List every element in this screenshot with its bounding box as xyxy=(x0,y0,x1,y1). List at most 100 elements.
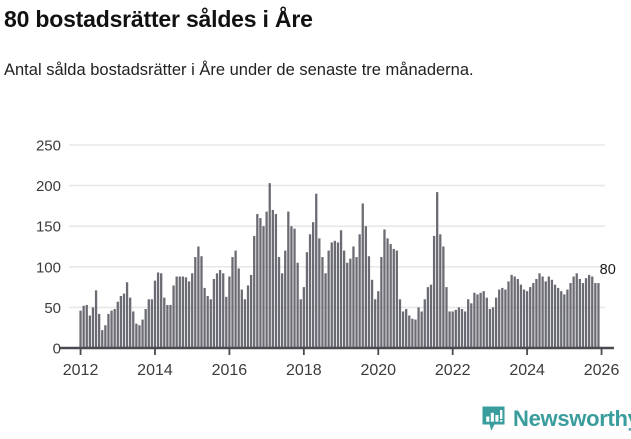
bar xyxy=(581,283,585,348)
highlight-value-label: 80 xyxy=(600,262,616,278)
bar xyxy=(550,279,554,348)
bar xyxy=(302,287,305,348)
x-axis-tick-label: 2026 xyxy=(584,362,620,379)
bar xyxy=(116,301,119,348)
bar xyxy=(253,235,256,348)
bar xyxy=(191,273,194,348)
bar xyxy=(572,276,575,348)
bar xyxy=(547,276,550,348)
bar xyxy=(349,258,352,348)
bar xyxy=(132,311,135,348)
bar xyxy=(119,296,123,348)
bar xyxy=(423,299,426,348)
bar xyxy=(259,218,262,348)
bar xyxy=(566,289,569,348)
bar xyxy=(507,281,510,348)
bar xyxy=(426,287,430,348)
bar xyxy=(206,296,209,348)
bar xyxy=(529,287,532,348)
bar xyxy=(311,222,315,348)
bar xyxy=(228,276,231,348)
page-title: 80 bostadsrätter såldes i Åre xyxy=(4,6,313,32)
bar xyxy=(194,257,197,348)
bar xyxy=(308,234,312,348)
bar xyxy=(544,281,547,348)
bar xyxy=(355,257,358,348)
bar xyxy=(330,242,333,348)
bar xyxy=(541,276,544,348)
x-axis-tick-label: 2016 xyxy=(212,362,248,379)
bar xyxy=(88,315,91,348)
bar xyxy=(243,299,247,348)
bar xyxy=(485,297,488,348)
bar xyxy=(91,307,95,348)
y-axis-tick-label: 100 xyxy=(36,259,61,276)
bar xyxy=(588,274,591,348)
bar xyxy=(482,291,485,348)
bar xyxy=(454,309,457,348)
x-axis-tick-label: 2012 xyxy=(63,362,99,379)
y-axis-tick-label: 250 xyxy=(36,138,61,155)
bar xyxy=(147,299,150,348)
bar xyxy=(405,309,408,348)
bar xyxy=(346,262,349,348)
bar xyxy=(442,246,445,348)
bar xyxy=(225,296,228,348)
bar xyxy=(79,310,82,348)
bar xyxy=(144,309,147,348)
newsworthy-logo: Newsworthy xyxy=(481,405,631,433)
y-axis-tick-label: 0 xyxy=(53,341,61,358)
bar xyxy=(156,272,160,348)
bar xyxy=(129,297,132,348)
bar xyxy=(104,325,107,348)
x-axis-tick-label: 2024 xyxy=(509,362,545,379)
bar xyxy=(280,273,284,348)
bar xyxy=(389,244,392,348)
bar xyxy=(277,257,281,348)
bar xyxy=(504,289,507,348)
bar xyxy=(240,289,243,348)
bar xyxy=(246,285,250,348)
y-axis-tick-label: 150 xyxy=(36,219,61,236)
x-axis-tick-label: 2018 xyxy=(286,362,322,379)
bar xyxy=(175,276,178,348)
bar xyxy=(460,309,464,348)
bar xyxy=(467,299,470,348)
bar xyxy=(417,307,420,348)
bar xyxy=(336,242,340,348)
bar xyxy=(386,238,389,348)
bar xyxy=(411,318,414,348)
bar xyxy=(271,209,274,348)
bar xyxy=(414,319,417,348)
bar-chart: 0 50 100 150 200 250 2012 2014 2016 2018 2020 2022 2… xyxy=(36,138,620,380)
bar xyxy=(122,293,126,348)
bar xyxy=(181,276,185,348)
bar xyxy=(215,273,219,348)
bar xyxy=(296,262,299,348)
bar xyxy=(377,291,380,348)
bar xyxy=(591,276,594,348)
bar xyxy=(184,277,188,348)
bar xyxy=(538,273,541,348)
bar xyxy=(401,311,405,348)
bar xyxy=(172,285,175,348)
bar xyxy=(358,234,361,348)
bar xyxy=(470,303,473,348)
bar xyxy=(501,287,504,348)
bar xyxy=(560,291,563,348)
bar xyxy=(510,274,513,348)
bar xyxy=(380,257,383,348)
bar xyxy=(222,273,225,348)
bar xyxy=(262,226,265,348)
bar xyxy=(451,311,454,348)
chart-container: 0 50 100 150 200 250 2012 2014 2016 2018 2020 2022 2… xyxy=(0,125,631,390)
bar xyxy=(160,273,163,348)
bar xyxy=(200,256,203,348)
bar xyxy=(343,250,346,348)
bar xyxy=(125,282,129,348)
bar xyxy=(374,299,377,348)
bar xyxy=(94,290,98,348)
bar xyxy=(584,278,588,348)
x-axis-tick-label: 2020 xyxy=(360,362,396,379)
bar xyxy=(594,283,597,348)
